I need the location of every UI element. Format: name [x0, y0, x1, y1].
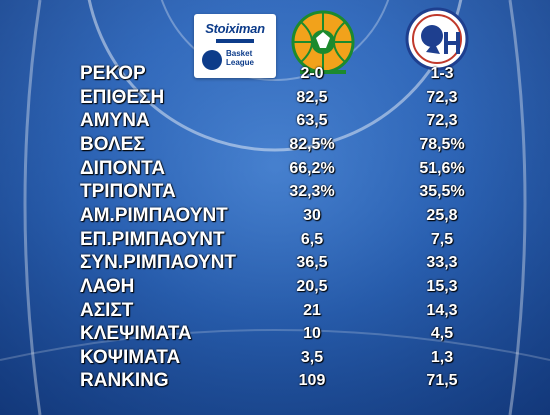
stat-label: ΑΜ.ΡΙΜΠΑΟΥΝΤ	[80, 204, 228, 226]
home-value: 82,5%	[289, 135, 335, 153]
league-line-1: Basket	[226, 49, 253, 58]
stat-row: ΡΕΚΟΡ 2-0 1-3	[0, 63, 550, 85]
stat-row: ΤΡΙΠΟΝΤΑ 32,3% 35,5%	[0, 181, 550, 203]
sponsor-logo: Stoiximan Basket League	[194, 14, 276, 78]
away-value: 51,6%	[419, 159, 465, 177]
league-name: Basket League	[226, 49, 254, 67]
stat-row: ΚΟΨΙΜΑΤΑ 3,5 1,3	[0, 347, 550, 369]
stat-row: ΕΠΙΘΕΣΗ 82,5 72,3	[0, 87, 550, 109]
away-value: 1-3	[430, 65, 454, 82]
stat-row: RANKING 109 71,5	[0, 370, 550, 392]
stat-label: ΕΠΙΘΕΣΗ	[80, 86, 165, 108]
away-value: 72,3	[426, 112, 458, 130]
away-value: 7,5	[430, 230, 454, 248]
home-value: 21	[303, 301, 321, 319]
stat-label: RANKING	[80, 370, 169, 392]
stat-label: ΛΑΘΗ	[80, 275, 135, 297]
home-value: 20,5	[296, 277, 328, 295]
away-value: 25,8	[426, 206, 458, 224]
league-line-2: League	[226, 58, 255, 67]
home-value: 109	[298, 372, 326, 390]
stat-row: ΕΠ.ΡΙΜΠΑΟΥΝΤ 6,5 7,5	[0, 229, 550, 251]
stat-label: ΡΕΚΟΡ	[80, 63, 146, 84]
home-value: 63,5	[296, 112, 328, 130]
stat-label: ΑΜΥΝΑ	[80, 110, 150, 132]
home-value: 30	[303, 206, 321, 224]
sponsor-brand: Stoiximan	[205, 21, 265, 36]
home-value: 36,5	[296, 254, 328, 272]
home-value: 2-0	[300, 65, 324, 82]
home-value: 82,5	[296, 88, 328, 106]
home-value: 32,3%	[289, 183, 335, 201]
stat-row: ΑΣΙΣΤ 21 14,3	[0, 300, 550, 322]
away-value: 71,5	[426, 372, 458, 390]
logos-bar: Stoiximan Basket League	[0, 6, 550, 80]
home-value: 66,2%	[289, 159, 335, 177]
away-value: 33,3	[426, 254, 458, 272]
away-value: 78,5%	[419, 135, 465, 153]
stat-row: ΒΟΛΕΣ 82,5% 78,5%	[0, 134, 550, 156]
stat-label: ΚΟΨΙΜΑΤΑ	[80, 346, 181, 368]
stat-row: ΣΥΝ.ΡΙΜΠΑΟΥΝΤ 36,5 33,3	[0, 252, 550, 274]
stat-row: ΑΜ.ΡΙΜΠΑΟΥΝΤ 30 25,8	[0, 205, 550, 227]
home-value: 6,5	[300, 230, 324, 248]
stat-label: ΣΥΝ.ΡΙΜΠΑΟΥΝΤ	[80, 252, 237, 274]
home-value: 3,5	[300, 348, 324, 366]
stat-label: ΒΟΛΕΣ	[80, 133, 145, 155]
away-value: 4,5	[430, 325, 454, 343]
away-value: 14,3	[426, 301, 458, 319]
away-value: 35,5%	[419, 183, 465, 201]
stat-label: ΑΣΙΣΤ	[80, 299, 134, 321]
away-value: 1,3	[430, 348, 454, 366]
away-value: 72,3	[426, 88, 458, 106]
away-value: 15,3	[426, 277, 458, 295]
stat-row: ΛΑΘΗ 20,5 15,3	[0, 276, 550, 298]
stat-label: ΕΠ.ΡΙΜΠΑΟΥΝΤ	[80, 228, 225, 250]
stat-label: ΤΡΙΠΟΝΤΑ	[80, 181, 176, 203]
panathinaikos-logo	[291, 10, 355, 74]
stat-label: ΔΙΠΟΝΤΑ	[80, 157, 166, 179]
home-value: 10	[303, 325, 321, 343]
stat-row: ΚΛΕΨΙΜΑΤΑ 10 4,5	[0, 323, 550, 345]
stat-label: ΚΛΕΨΙΜΑΤΑ	[80, 323, 192, 345]
kolossos-logo	[405, 7, 469, 71]
stat-row: ΑΜΥΝΑ 63,5 72,3	[0, 110, 550, 132]
sponsor-strip	[216, 39, 254, 43]
basketball-icon	[202, 50, 222, 70]
stat-row: ΔΙΠΟΝΤΑ 66,2% 51,6%	[0, 158, 550, 180]
